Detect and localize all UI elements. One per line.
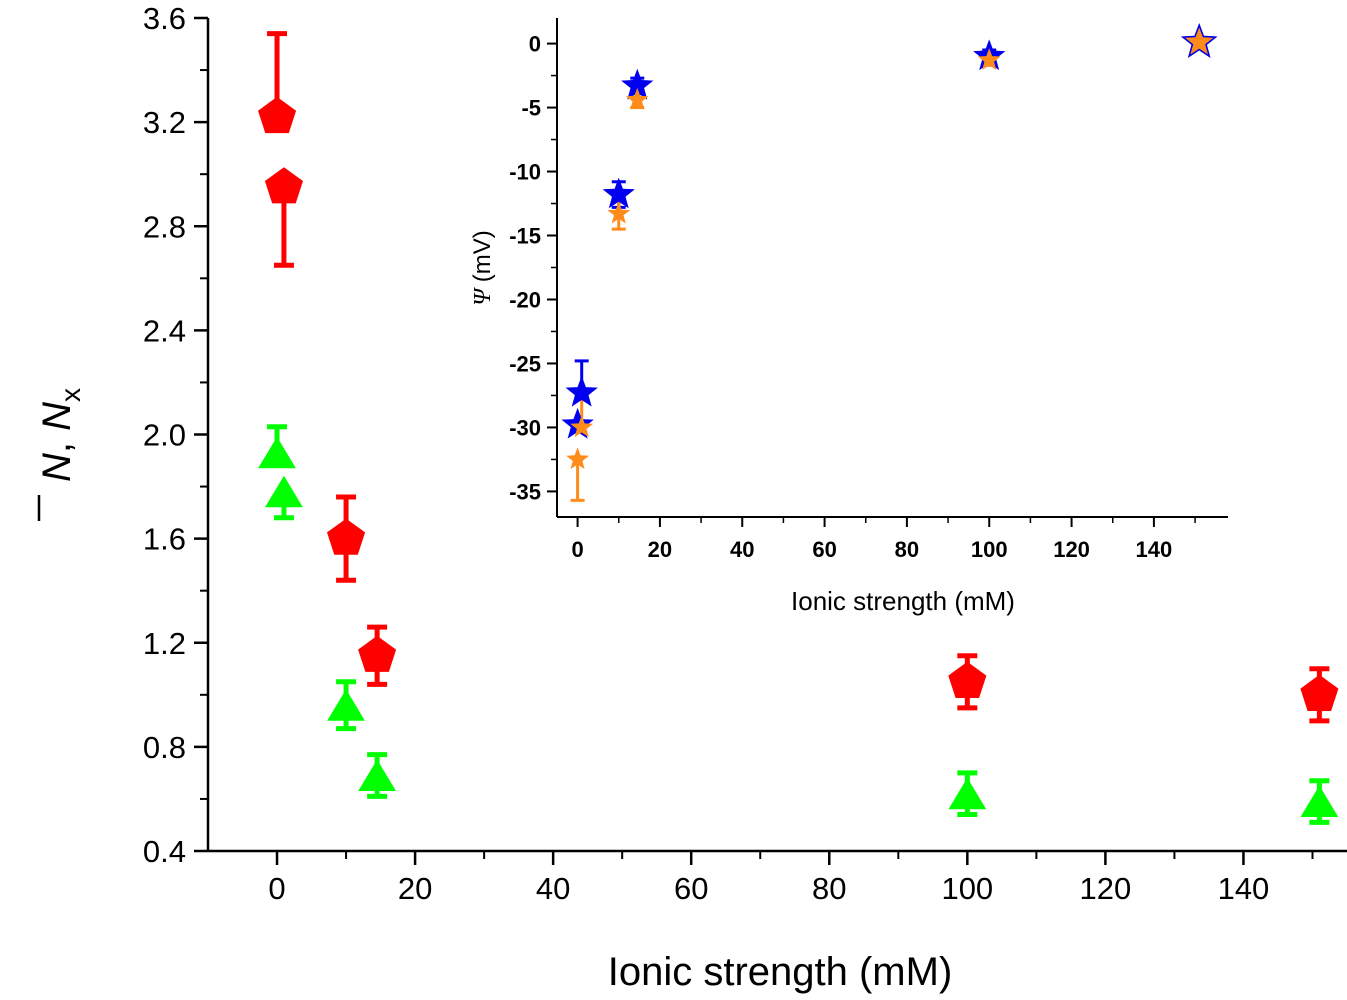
main-x-tick-label: 100 [941, 871, 993, 906]
main-pentagon-point [264, 167, 303, 204]
main-y-tick-label: 3.2 [143, 105, 186, 140]
main-y-tick-label: 2.8 [143, 209, 186, 244]
inset-star-point [566, 447, 589, 470]
inset-y-tick-label: -25 [509, 351, 541, 376]
main-pentagon-point [327, 518, 366, 555]
main-y-tick-label: 2.0 [143, 418, 186, 453]
inset-x-tick-label: 140 [1136, 537, 1173, 562]
main-triangle-point [1300, 785, 1339, 818]
inset-x-tick-label: 80 [895, 537, 919, 562]
inset-star-point [602, 177, 635, 209]
inset-x-tick-label: 100 [971, 537, 1008, 562]
main-y-axis-title: N, Nx [35, 388, 86, 521]
main-x-tick-label: 80 [812, 871, 846, 906]
main-chart: 0 20 40 60 80 100 120 140 0.4 0.8 1.2 1.6 2.0 2.4 2.8 3… [35, 1, 1347, 994]
inset-y-tick-label: -5 [521, 96, 541, 121]
inset-star-point [621, 68, 654, 100]
inset-x-tick-label: 20 [648, 537, 672, 562]
main-triangle-point [265, 475, 303, 508]
inset-chart: 0 20 40 60 80 100 120 140 -35 -30 -25 -20 -15 -10 -50 … [469, 18, 1228, 616]
inset-star-point [977, 48, 1001, 70]
inset-star-point [565, 375, 598, 407]
inset-marks [561, 23, 1218, 502]
main-x-tick-label: 40 [536, 871, 570, 906]
inset-star-point [625, 87, 649, 110]
main-pentagon-point [948, 661, 987, 698]
inset-y-symbol: Ψ [470, 287, 496, 306]
main-pentagon-point [258, 96, 297, 134]
main-y-tick-label: 0.8 [143, 730, 186, 765]
inset-y-tick-label: -15 [509, 224, 541, 249]
main-y-tick-label: 0.4 [143, 834, 186, 869]
inset-star-point [561, 407, 594, 439]
main-y-tick-label: 1.2 [143, 626, 186, 661]
main-triangle-point [258, 436, 296, 469]
inset-y-tick-label: 0 [529, 32, 541, 57]
inset-star-point [1180, 23, 1218, 58]
svg-text:Ψ (mV): Ψ (mV) [469, 230, 496, 306]
main-axes: 0 20 40 60 80 100 120 140 0.4 0.8 1.2 1.6 2.0 2.4 2.8 3… [143, 1, 1347, 906]
inset-y-tick-label: -30 [509, 415, 541, 440]
main-x-tick-label: 140 [1218, 871, 1270, 906]
main-x-tick-label: 120 [1080, 871, 1132, 906]
main-x-tick-label: 60 [674, 871, 708, 906]
main-triangle-point [948, 777, 987, 810]
inset-x-tick-label: 40 [730, 537, 754, 562]
inset-star-point [607, 201, 631, 224]
main-pentagon-point [1300, 674, 1339, 711]
inset-y-axis-title: Ψ (mV) [469, 230, 496, 306]
main-y-tick-label: 3.6 [143, 1, 186, 36]
main-x-axis-title: Ionic strength (mM) [608, 950, 953, 994]
inset-y-unit: (mV) [469, 230, 496, 289]
inset-x-tick-label: 60 [812, 537, 836, 562]
main-y-symbol-2: N [35, 402, 79, 431]
inset-y-tick-label: -35 [509, 479, 541, 504]
main-triangle-point [358, 759, 397, 792]
main-y-tick-label: 1.6 [143, 522, 186, 557]
main-y-symbol-1: N [35, 453, 79, 482]
main-y-separator: , [35, 431, 79, 453]
main-x-tick-label: 0 [268, 871, 285, 906]
main-marks [258, 31, 1339, 825]
inset-y-tick-label: -20 [509, 287, 541, 312]
main-y-tick-label: 2.4 [143, 313, 186, 348]
inset-x-tick-label: 120 [1053, 537, 1090, 562]
inset-x-axis-title: Ionic strength (mM) [791, 586, 1015, 616]
main-pentagon-point [358, 635, 397, 672]
inset-x-tick-label: 0 [571, 537, 583, 562]
svg-text:N, Nx: N, Nx [35, 388, 86, 482]
inset-y-tick-label: -10 [509, 160, 541, 185]
inset-axes: 0 20 40 60 80 100 120 140 -35 -30 -25 -20 -15 -10 -5 0 [509, 18, 1228, 562]
inset-star-point [570, 415, 594, 438]
main-triangle-point [327, 689, 365, 721]
main-x-tick-label: 20 [398, 871, 432, 906]
main-y-subscript: x [55, 388, 86, 402]
